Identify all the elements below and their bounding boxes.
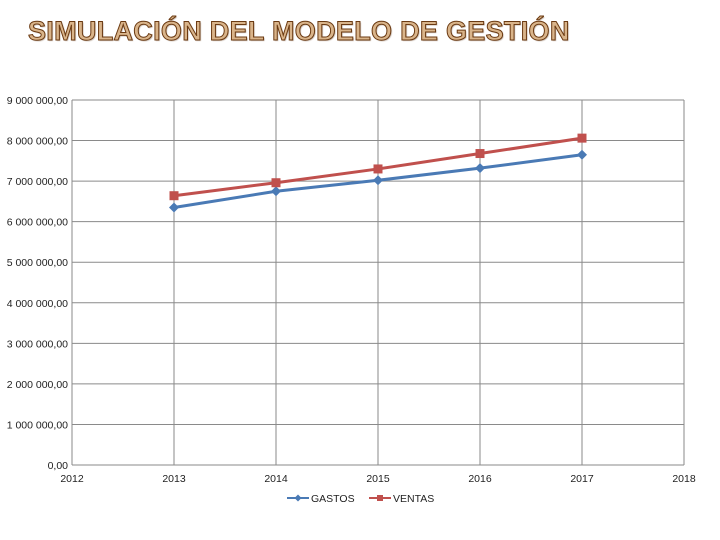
legend: GASTOS VENTAS	[287, 493, 434, 505]
x-tick-label: 2012	[60, 473, 84, 485]
x-tick-label: 2014	[264, 473, 288, 485]
data-point-gastos	[271, 186, 281, 197]
slide-title: SIMULACIÓN DEL MODELO DE GESTIÓN	[28, 16, 570, 47]
x-tick-label: 2015	[366, 473, 390, 485]
legend-marker	[294, 494, 302, 502]
x-tick-label: 2017	[570, 473, 594, 485]
data-point-gastos	[577, 149, 587, 160]
data-point-gastos	[169, 202, 179, 213]
data-point-gastos	[373, 175, 383, 186]
x-tick-label: 2016	[468, 473, 492, 485]
data-point-ventas	[169, 191, 179, 201]
y-tick-label: 7 000 000,00	[7, 176, 68, 188]
y-tick-label: 6 000 000,00	[7, 217, 68, 229]
y-tick-label: 3 000 000,00	[7, 338, 68, 350]
y-axis-tick-labels: 0,00 1 000 000,00 2 000 000,00 3 000 000,00…	[7, 95, 68, 472]
series-lines	[169, 133, 587, 213]
legend-label: GASTOS	[311, 493, 355, 505]
y-tick-label: 8 000 000,00	[7, 136, 68, 148]
data-point-ventas	[373, 164, 383, 174]
x-tick-label: 2018	[672, 473, 696, 485]
legend-entry-ventas: VENTAS	[369, 493, 434, 505]
x-tick-label: 2013	[162, 473, 186, 485]
data-point-ventas	[577, 133, 587, 143]
y-tick-label: 2 000 000,00	[7, 379, 68, 391]
legend-marker	[377, 495, 383, 501]
data-point-ventas	[271, 178, 281, 188]
data-point-ventas	[475, 149, 485, 159]
data-point-gastos	[475, 163, 485, 174]
x-axis-tick-labels: 2012 2013 2014 2015 2016 2017 2018	[60, 473, 696, 485]
legend-entry-gastos: GASTOS	[287, 493, 355, 505]
series-ventas	[169, 133, 587, 201]
gridlines	[71, 99, 685, 466]
y-tick-label: 9 000 000,00	[7, 95, 68, 107]
y-tick-label: 5 000 000,00	[7, 257, 68, 269]
series-gastos	[169, 149, 587, 213]
legend-label: VENTAS	[393, 493, 434, 505]
y-tick-label: 1 000 000,00	[7, 419, 68, 431]
y-tick-label: 4 000 000,00	[7, 298, 68, 310]
y-tick-label: 0,00	[48, 460, 69, 472]
